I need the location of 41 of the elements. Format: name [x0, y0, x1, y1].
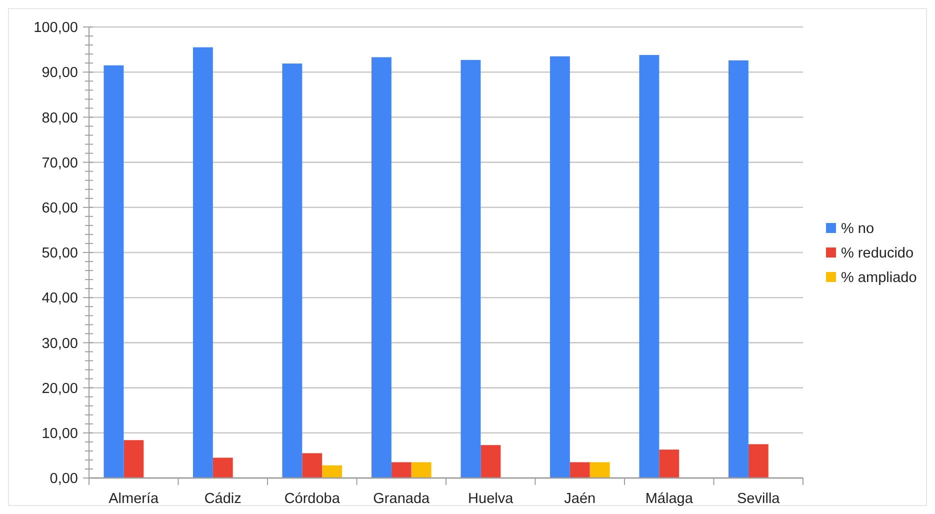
legend-label: % ampliado — [841, 270, 917, 286]
bar — [124, 440, 144, 478]
x-tick-label: Cádiz — [204, 491, 242, 508]
y-tick-label: 50,00 — [42, 246, 78, 262]
bar — [460, 60, 481, 478]
y-tick-label: 20,00 — [42, 380, 78, 397]
x-tick-label: Málaga — [645, 491, 694, 508]
bar — [659, 450, 680, 478]
bar — [212, 458, 233, 478]
bar — [192, 47, 213, 478]
y-tick-label: 10,00 — [42, 426, 78, 442]
bar — [550, 56, 570, 478]
bar — [728, 60, 748, 478]
bar — [104, 65, 124, 478]
x-tick-label: Sevilla — [737, 491, 781, 508]
bar — [411, 462, 432, 478]
y-tick-label: 30,00 — [42, 336, 78, 352]
y-tick-label: 60,00 — [42, 200, 78, 216]
bar — [480, 445, 501, 478]
y-tick-label: 0,00 — [50, 471, 78, 488]
y-tick-label: 100,00 — [34, 20, 78, 36]
x-tick-label: Granada — [373, 491, 431, 508]
bar — [282, 64, 302, 478]
x-tick-label: Córdoba — [284, 491, 341, 508]
bar — [570, 462, 590, 478]
bar — [371, 57, 392, 478]
bar — [748, 444, 768, 478]
legend-label: % reducido — [841, 246, 914, 262]
x-tick-label: Almería — [108, 491, 160, 508]
bar — [590, 462, 610, 478]
y-tick-label: 80,00 — [42, 110, 78, 126]
y-tick-label: 90,00 — [42, 65, 78, 82]
bar — [639, 54, 660, 478]
bar — [391, 462, 412, 478]
x-tick-label: Jaén — [564, 491, 596, 508]
legend-label: % no — [841, 221, 874, 238]
y-tick-label: 70,00 — [42, 155, 78, 172]
bar — [302, 453, 322, 478]
x-tick-label: Huelva — [468, 491, 514, 508]
y-tick-label: 40,00 — [42, 290, 78, 307]
bar — [322, 465, 342, 478]
